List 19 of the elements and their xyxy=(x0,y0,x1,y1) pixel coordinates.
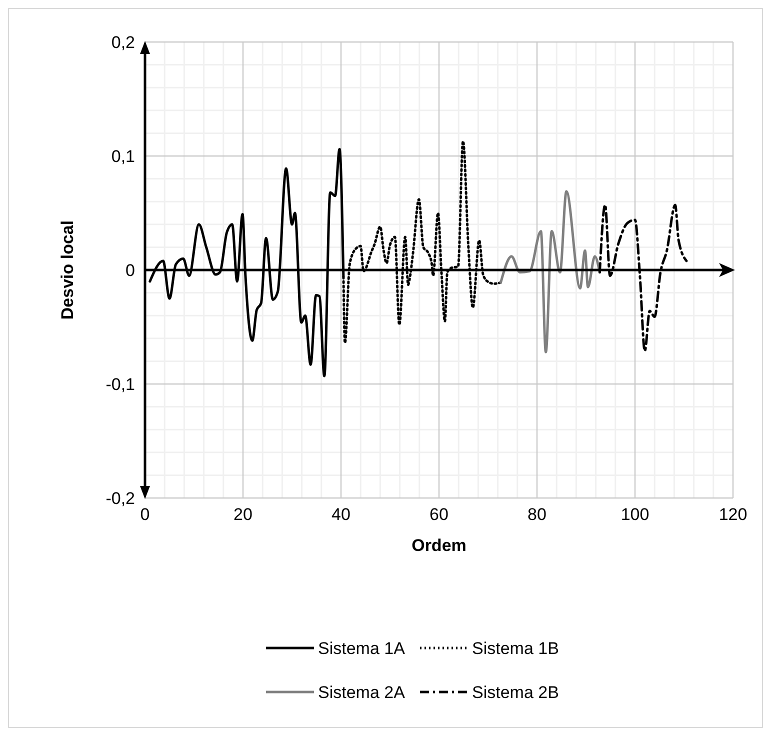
legend-label: Sistema 1B xyxy=(472,639,559,658)
y-tick-label: 0,1 xyxy=(111,147,135,166)
legend-label: Sistema 2B xyxy=(472,683,559,702)
x-tick-label: 60 xyxy=(430,505,448,524)
x-tick-label: 0 xyxy=(140,505,150,524)
y-axis-title: Desvio local xyxy=(58,220,77,320)
y-tick-label: -0,2 xyxy=(106,489,135,508)
line-series xyxy=(499,190,601,354)
y-tick-label: 0 xyxy=(126,261,135,280)
legend-label: Sistema 1A xyxy=(318,639,406,658)
y-tick-label: -0,1 xyxy=(106,375,135,394)
y-tick-label: 0,2 xyxy=(111,33,135,52)
x-tick-label: 120 xyxy=(718,505,748,524)
x-axis-title: Ordem xyxy=(412,536,466,555)
x-tick-label: 80 xyxy=(528,505,546,524)
x-tick-label: 40 xyxy=(332,505,350,524)
x-tick-label: 20 xyxy=(234,505,252,524)
legend-label: Sistema 2A xyxy=(318,683,406,702)
x-tick-label: 100 xyxy=(620,505,650,524)
